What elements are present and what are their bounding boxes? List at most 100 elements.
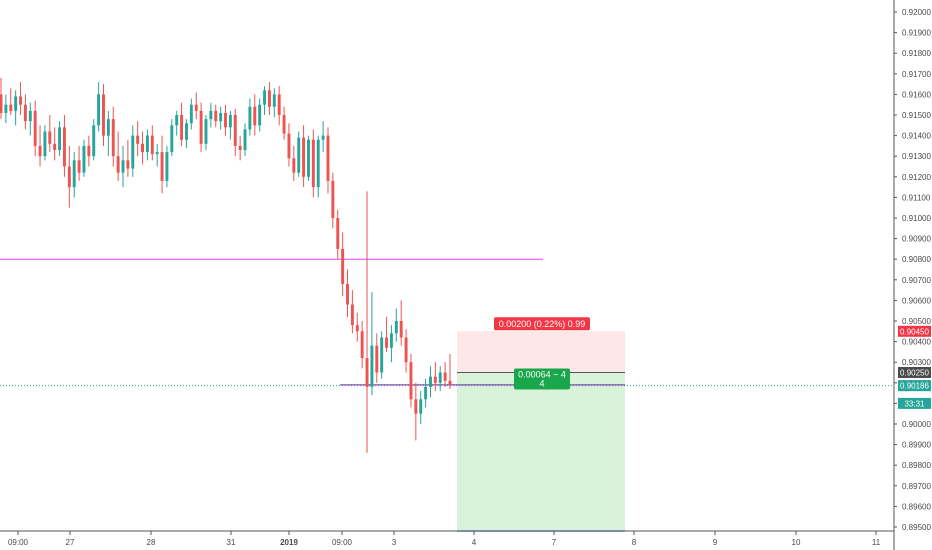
price-tag[interactable] bbox=[898, 397, 931, 409]
candle-body[interactable] bbox=[0, 94, 3, 113]
candle-body[interactable] bbox=[145, 135, 149, 153]
candle-body[interactable] bbox=[87, 145, 91, 157]
candle-body[interactable] bbox=[389, 333, 393, 348]
candle-body[interactable] bbox=[307, 139, 310, 177]
position-tool[interactable]: 0.00200 (0.22%) 0.99 0.00064 ~ 44 bbox=[494, 317, 590, 390]
candle-body[interactable] bbox=[346, 283, 349, 305]
candle-body[interactable] bbox=[126, 160, 130, 169]
candle-body[interactable] bbox=[180, 115, 184, 140]
candle-body[interactable] bbox=[150, 135, 154, 155]
candle-body[interactable] bbox=[136, 135, 140, 144]
candle-body[interactable] bbox=[175, 115, 179, 126]
candle-body[interactable] bbox=[433, 376, 437, 383]
candle-body[interactable] bbox=[116, 156, 120, 173]
candle-body[interactable] bbox=[194, 104, 198, 111]
candle-body[interactable] bbox=[267, 90, 271, 107]
target-label-box[interactable] bbox=[494, 317, 590, 331]
candle-body[interactable] bbox=[258, 104, 262, 126]
candle-body[interactable] bbox=[43, 131, 47, 157]
price-tag[interactable] bbox=[898, 367, 931, 378]
candle-body[interactable] bbox=[370, 345, 374, 387]
candle-body[interactable] bbox=[360, 331, 364, 359]
current-label-box[interactable] bbox=[514, 368, 570, 390]
candle-body[interactable] bbox=[82, 145, 86, 173]
time-axis[interactable]: 09:00 27 28 31 2019 09:00 3 4 7 8 9 10 11 bbox=[0, 530, 894, 547]
candle-body[interactable] bbox=[331, 180, 335, 218]
candle-body[interactable] bbox=[189, 104, 193, 124]
price-tag[interactable] bbox=[898, 325, 931, 337]
candle-body[interactable] bbox=[302, 137, 306, 177]
candle-body[interactable] bbox=[321, 135, 325, 140]
candle-body[interactable] bbox=[282, 115, 286, 134]
candle-body[interactable] bbox=[224, 112, 227, 128]
stop-zone[interactable] bbox=[457, 372, 625, 532]
candle-body[interactable] bbox=[341, 248, 345, 284]
candle-body[interactable] bbox=[33, 110, 37, 146]
candle-body[interactable] bbox=[97, 94, 101, 126]
candle-body[interactable] bbox=[272, 94, 276, 107]
candle-body[interactable] bbox=[155, 152, 159, 155]
candle-body[interactable] bbox=[414, 399, 418, 414]
candle-body[interactable] bbox=[14, 96, 18, 111]
candle-body[interactable] bbox=[131, 135, 135, 169]
candle-body[interactable] bbox=[438, 372, 442, 383]
candle-body[interactable] bbox=[419, 399, 423, 414]
candle-body[interactable] bbox=[141, 143, 144, 153]
candle-body[interactable] bbox=[399, 321, 403, 338]
candle-body[interactable] bbox=[429, 376, 432, 387]
candle-body[interactable] bbox=[238, 145, 242, 151]
candle-body[interactable] bbox=[248, 106, 252, 130]
candle-body[interactable] bbox=[62, 127, 66, 167]
candle-body[interactable] bbox=[336, 218, 340, 249]
candle-body[interactable] bbox=[263, 90, 267, 105]
candle-body[interactable] bbox=[53, 143, 57, 151]
candle-body[interactable] bbox=[380, 337, 384, 373]
candle-body[interactable] bbox=[394, 321, 398, 334]
candle-body[interactable] bbox=[199, 110, 203, 144]
candle-body[interactable] bbox=[277, 94, 281, 115]
candle-body[interactable] bbox=[228, 115, 232, 128]
candle-body[interactable] bbox=[209, 110, 213, 120]
candle-body[interactable] bbox=[443, 372, 447, 381]
candle-body[interactable] bbox=[326, 135, 330, 181]
candle-body[interactable] bbox=[355, 325, 359, 332]
candle-body[interactable] bbox=[316, 139, 320, 188]
candle-body[interactable] bbox=[77, 160, 81, 173]
candle-body[interactable] bbox=[233, 115, 237, 146]
candle-body[interactable] bbox=[160, 152, 164, 181]
candle-body[interactable] bbox=[404, 337, 408, 363]
candle-body[interactable] bbox=[385, 337, 389, 348]
candle-body[interactable] bbox=[58, 127, 62, 151]
candle-body[interactable] bbox=[424, 386, 428, 400]
target-zone[interactable] bbox=[457, 331, 625, 373]
candle-body[interactable] bbox=[9, 104, 13, 111]
candle-body[interactable] bbox=[243, 129, 247, 151]
candle-body[interactable] bbox=[253, 106, 257, 126]
candle-body[interactable] bbox=[72, 160, 76, 188]
candle-body[interactable] bbox=[111, 119, 115, 157]
candle-body[interactable] bbox=[184, 123, 188, 140]
candle-body[interactable] bbox=[448, 380, 452, 385]
candle-body[interactable] bbox=[297, 137, 301, 173]
price-tag[interactable] bbox=[898, 380, 931, 392]
candle-body[interactable] bbox=[102, 94, 105, 136]
candle-body[interactable] bbox=[287, 133, 291, 159]
candle-body[interactable] bbox=[4, 104, 8, 113]
candle-body[interactable] bbox=[292, 158, 296, 173]
price-axis[interactable]: 0.92000 0.91900 0.91800 0.91700 0.91600 0.915… bbox=[893, 0, 931, 550]
candle-body[interactable] bbox=[67, 166, 71, 188]
candle-body[interactable] bbox=[19, 96, 22, 105]
candle-body[interactable] bbox=[214, 110, 218, 122]
candle-body[interactable] bbox=[48, 131, 52, 144]
candle-body[interactable] bbox=[219, 112, 223, 122]
candle-body[interactable] bbox=[121, 160, 125, 173]
candle-body[interactable] bbox=[165, 152, 169, 181]
candle-body[interactable] bbox=[23, 104, 27, 122]
candle-body[interactable] bbox=[106, 119, 110, 136]
candle-body[interactable] bbox=[28, 110, 32, 122]
candle-body[interactable] bbox=[204, 119, 208, 144]
candle-body[interactable] bbox=[170, 125, 174, 153]
candle-body[interactable] bbox=[92, 125, 96, 157]
candle-body[interactable] bbox=[375, 345, 379, 373]
